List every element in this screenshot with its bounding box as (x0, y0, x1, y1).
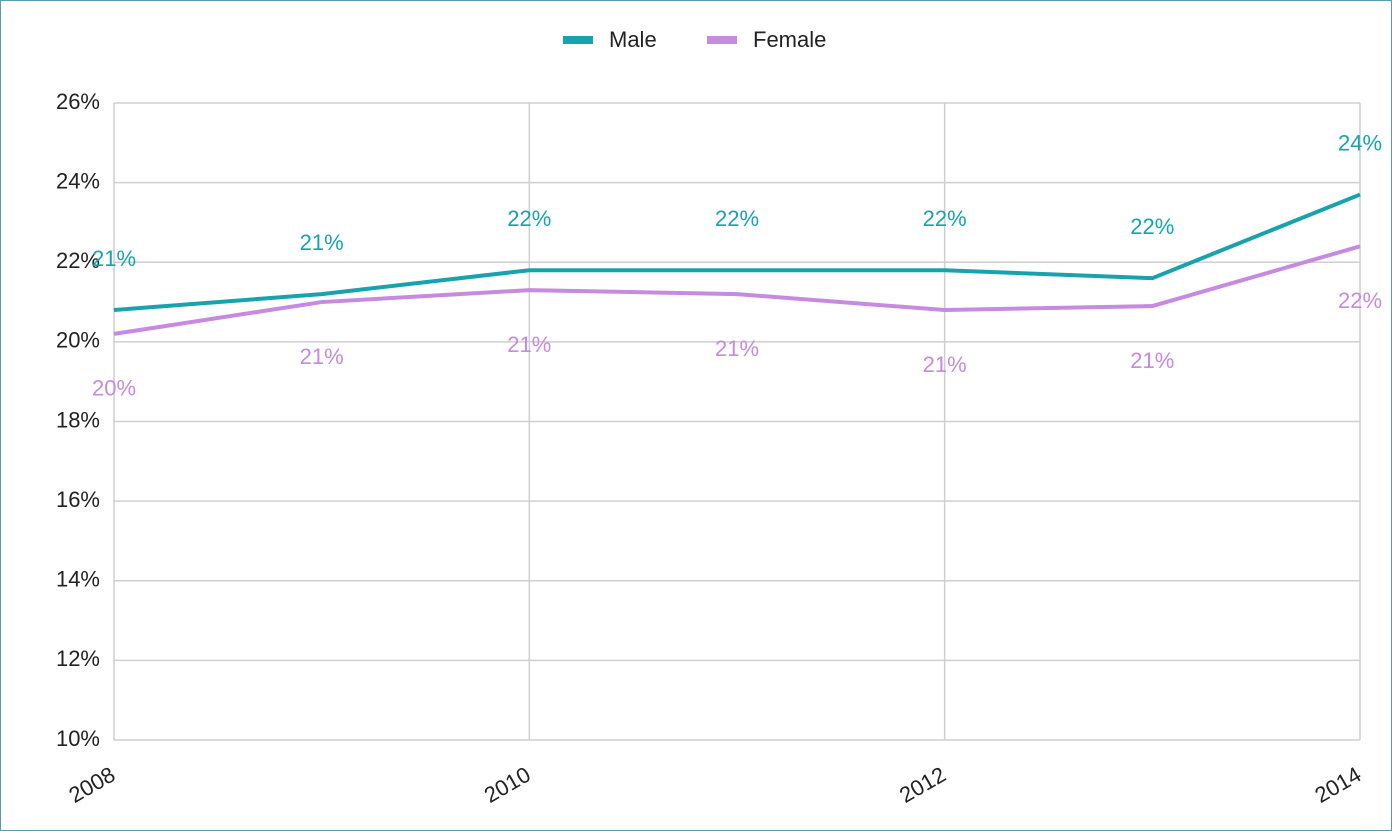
series-line (113, 244, 1361, 336)
y-tick-label: 18% (56, 407, 100, 432)
data-label: 21% (92, 246, 136, 271)
legend-swatch (563, 36, 593, 44)
y-tick-label: 16% (56, 487, 100, 512)
y-tick-label: 10% (56, 726, 100, 751)
data-label: 24% (1338, 130, 1382, 155)
series-line (113, 192, 1361, 313)
data-label: 22% (715, 206, 759, 231)
y-tick-label: 14% (56, 567, 100, 592)
y-tick-label: 26% (56, 89, 100, 114)
data-label: 21% (507, 332, 551, 357)
data-label: 20% (92, 376, 136, 401)
y-tick-label: 22% (56, 248, 100, 273)
data-label: 21% (300, 230, 344, 255)
legend-label: Male (609, 27, 657, 52)
y-tick-label: 24% (56, 168, 100, 193)
y-tick-label: 12% (56, 646, 100, 671)
data-label: 22% (923, 206, 967, 231)
data-label: 22% (1130, 214, 1174, 239)
legend-label: Female (753, 27, 826, 52)
data-label: 21% (715, 336, 759, 361)
legend-swatch (707, 36, 737, 44)
data-label: 22% (1338, 288, 1382, 313)
y-tick-label: 20% (56, 328, 100, 353)
data-label: 21% (300, 344, 344, 369)
data-label: 21% (923, 352, 967, 377)
data-label: 21% (1130, 348, 1174, 373)
data-label: 22% (507, 206, 551, 231)
